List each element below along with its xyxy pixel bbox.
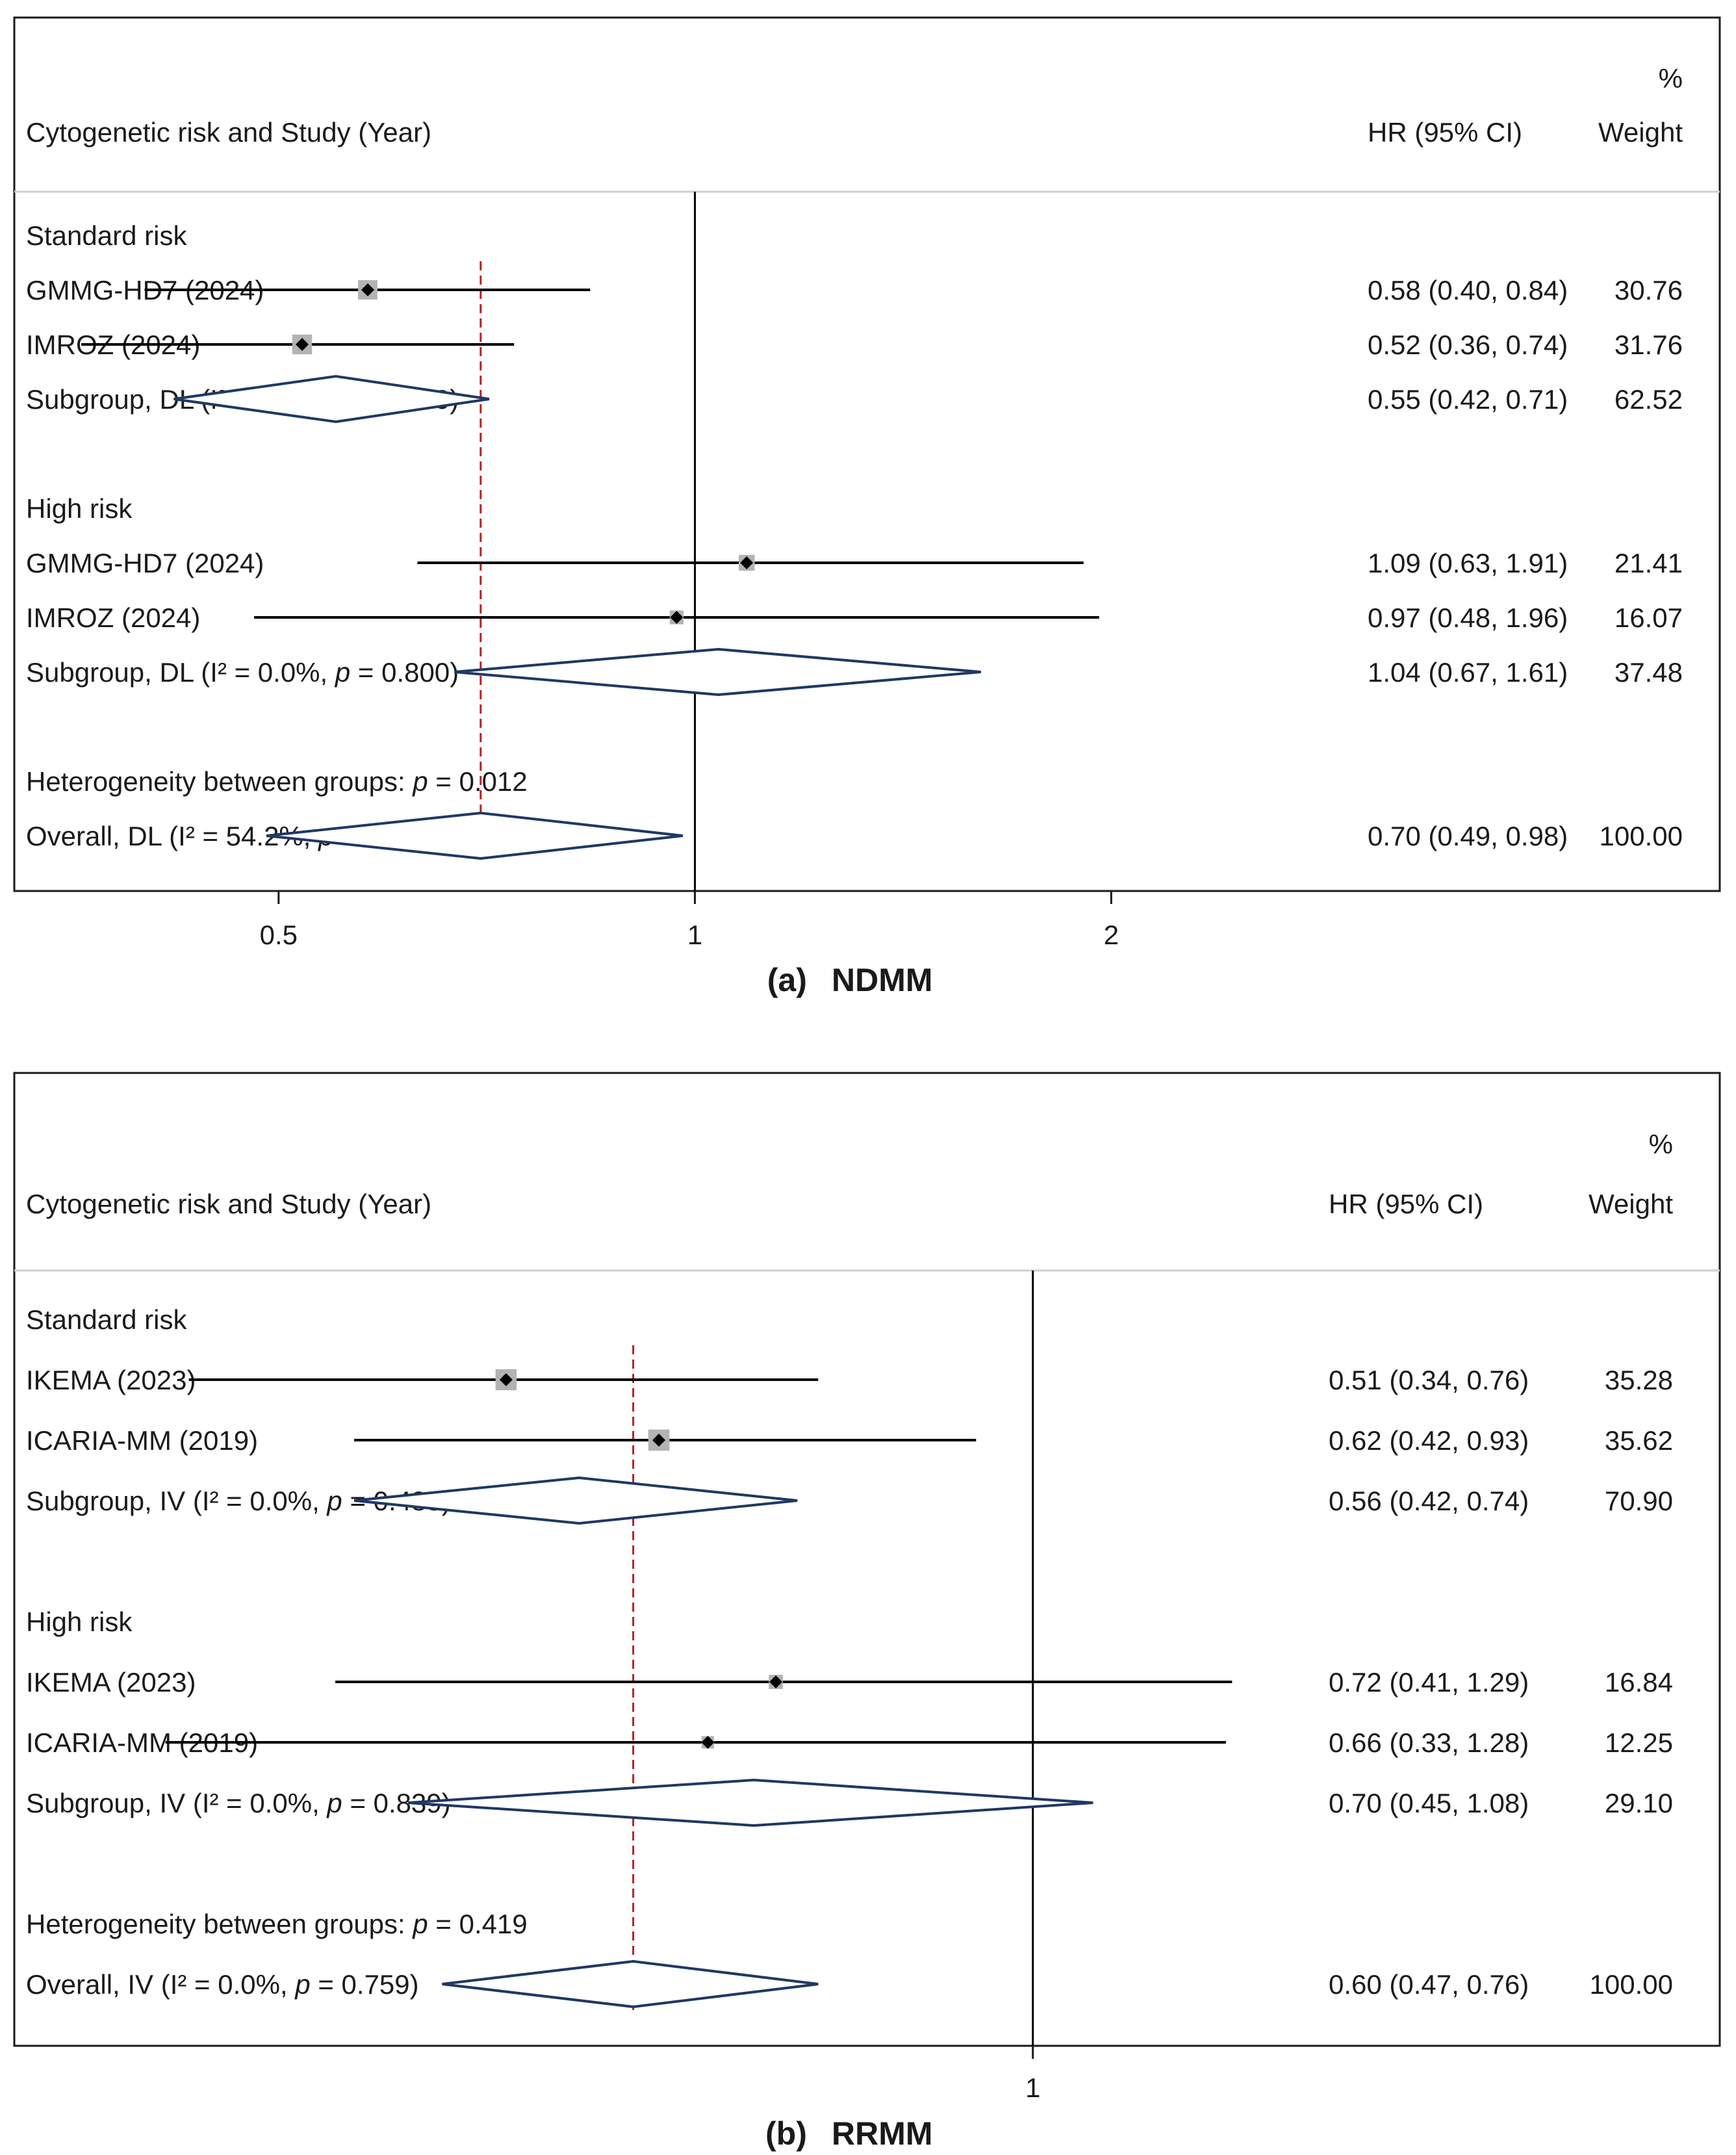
row-label-group: High risk <box>26 1607 133 1637</box>
row-label-group: Standard risk <box>26 220 187 251</box>
point-estimate <box>701 1736 715 1749</box>
hr-ci-value: 0.55 (0.42, 0.71) <box>1368 384 1568 415</box>
point-estimate <box>296 338 309 351</box>
row-label-text: Heterogeneity between groups: <box>26 1909 413 1939</box>
x-axis-tick-label: 1 <box>1025 2072 1040 2103</box>
point-estimate <box>499 1373 513 1386</box>
hr-ci-value: 0.66 (0.33, 1.28) <box>1329 1727 1529 1758</box>
weight-value: 62.52 <box>1615 384 1683 415</box>
point-estimate <box>361 283 375 296</box>
header-study-label: Cytogenetic risk and Study (Year) <box>26 117 431 148</box>
row-label-study: IKEMA (2023) <box>26 1667 196 1697</box>
x-axis-tick-label: 2 <box>1104 920 1119 950</box>
weight-value: 35.62 <box>1605 1425 1673 1456</box>
row-label-text: Subgroup, DL (I² = 0.0%, <box>26 657 335 688</box>
weight-value: 31.76 <box>1615 329 1683 360</box>
weight-value: 100.00 <box>1590 1969 1673 2000</box>
panel-frame <box>13 1072 1721 2047</box>
row-label-text: Overall, IV (I² = 0.0%, <box>26 1969 295 2000</box>
hr-ci-value: 1.04 (0.67, 1.61) <box>1368 657 1568 688</box>
hr-ci-value: 0.70 (0.45, 1.08) <box>1329 1788 1529 1818</box>
row-label-value: = 0.800) <box>350 657 459 688</box>
weight-value: 12.25 <box>1605 1727 1673 1758</box>
subgroup-diamond <box>408 1778 1093 1827</box>
point-estimate <box>652 1434 666 1447</box>
hr-ci-value: 0.70 (0.49, 0.98) <box>1368 821 1568 851</box>
row-label-subgroup: Subgroup, IV (I² = 0.0%, p = 0.839) <box>26 1788 451 1818</box>
row-label-study: IKEMA (2023) <box>26 1365 196 1395</box>
hr-ci-value: 0.62 (0.42, 0.93) <box>1329 1425 1529 1456</box>
header-study-label: Cytogenetic risk and Study (Year) <box>26 1189 431 1219</box>
weight-value: 37.48 <box>1615 657 1683 688</box>
subgroup-diamond <box>353 1476 798 1525</box>
weight-value: 29.10 <box>1605 1788 1673 1818</box>
hr-ci-value: 0.60 (0.47, 0.76) <box>1329 1969 1529 2000</box>
row-label-het: Heterogeneity between groups: p = 0.419 <box>26 1909 528 1939</box>
row-label-overall: Overall, IV (I² = 0.0%, p = 0.759) <box>26 1969 419 2000</box>
hr-ci-value: 1.09 (0.63, 1.91) <box>1368 548 1568 578</box>
figure-caption-name: RRMM <box>832 2115 933 2152</box>
row-label-subgroup: Subgroup, DL (I² = 0.0%, p = 0.800) <box>26 657 459 688</box>
p-symbol: p <box>326 1486 342 1516</box>
row-label-text: Heterogeneity between groups: <box>26 766 413 797</box>
header-weight-percent: % <box>1659 63 1683 94</box>
panel-frame <box>13 16 1721 892</box>
header-weight-label: Weight <box>1589 1189 1673 1219</box>
row-label-group: Standard risk <box>26 1304 187 1335</box>
row-label-value: = 0.419 <box>428 1909 528 1939</box>
row-label-het: Heterogeneity between groups: p = 0.012 <box>26 766 528 797</box>
overall-diamond <box>442 1959 819 2009</box>
p-symbol: p <box>411 766 428 797</box>
figure-caption-tag: (b) <box>765 2115 807 2152</box>
p-symbol: p <box>294 1969 310 2000</box>
hr-ci-value: 0.52 (0.36, 0.74) <box>1368 329 1568 360</box>
point-estimate <box>769 1675 783 1688</box>
row-label-study: GMMG-HD7 (2024) <box>26 548 264 578</box>
weight-value: 35.28 <box>1605 1365 1673 1395</box>
header-hr-label: HR (95% CI) <box>1368 117 1522 148</box>
weight-value: 70.90 <box>1605 1486 1673 1516</box>
point-estimate <box>670 611 683 624</box>
row-label-value: = 0.012 <box>428 766 528 797</box>
weight-value: 100.00 <box>1600 821 1683 851</box>
subgroup-diamond <box>173 374 490 424</box>
figure-caption-tag: (a) <box>767 962 807 998</box>
p-symbol: p <box>326 1788 342 1818</box>
x-axis-tick-label: 0.5 <box>260 920 298 950</box>
forest-panel-ndmm: Cytogenetic risk and Study (Year) HR (95%… <box>13 16 1721 998</box>
row-label-text: Subgroup, IV (I² = 0.0%, <box>26 1486 327 1516</box>
row-label-group: High risk <box>26 493 133 524</box>
x-axis-tick-label: 1 <box>687 920 702 950</box>
header-weight-label: Weight <box>1598 117 1683 148</box>
hr-ci-value: 0.58 (0.40, 0.84) <box>1368 275 1568 305</box>
hr-ci-value: 0.56 (0.42, 0.74) <box>1329 1486 1529 1516</box>
weight-value: 16.84 <box>1605 1667 1673 1697</box>
point-estimate <box>740 556 754 569</box>
subgroup-diamond <box>454 647 982 697</box>
row-label-value: = 0.759) <box>311 1969 419 2000</box>
hr-ci-value: 0.51 (0.34, 0.76) <box>1329 1365 1529 1395</box>
p-symbol: p <box>334 657 350 688</box>
row-label-study: IMROZ (2024) <box>26 602 200 633</box>
hr-ci-value: 0.72 (0.41, 1.29) <box>1329 1667 1529 1697</box>
row-label-text: Subgroup, IV (I² = 0.0%, <box>26 1788 327 1818</box>
forest-panel-rrmm: Cytogenetic risk and Study (Year) HR (95%… <box>13 1072 1721 2152</box>
weight-value: 16.07 <box>1615 602 1683 633</box>
hr-ci-value: 0.97 (0.48, 1.96) <box>1368 602 1568 633</box>
weight-value: 30.76 <box>1615 275 1683 305</box>
figure-caption-name: NDMM <box>832 962 933 998</box>
p-symbol: p <box>411 1909 428 1939</box>
header-weight-percent: % <box>1649 1129 1673 1159</box>
overall-diamond <box>266 811 683 860</box>
weight-value: 21.41 <box>1615 548 1683 578</box>
header-hr-label: HR (95% CI) <box>1329 1189 1483 1219</box>
row-label-study: ICARIA-MM (2019) <box>26 1425 258 1456</box>
